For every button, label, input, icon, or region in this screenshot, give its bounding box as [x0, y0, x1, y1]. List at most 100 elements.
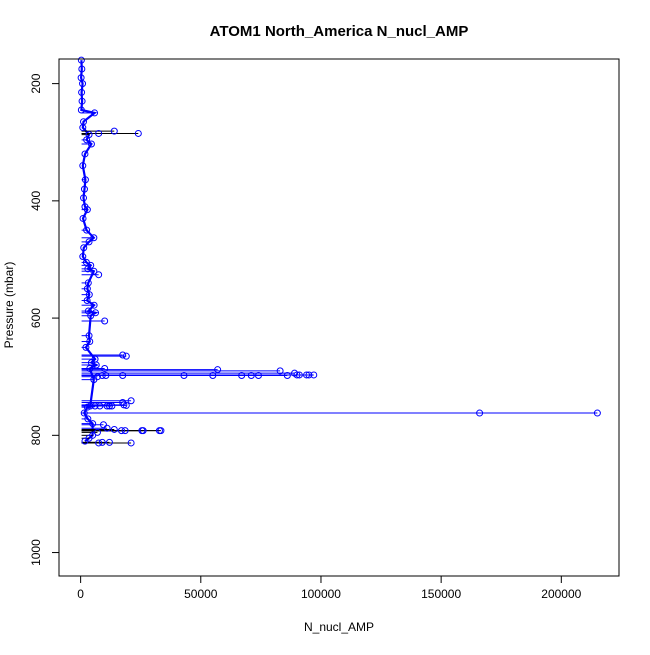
data-point [102, 372, 110, 380]
data-point [83, 206, 91, 214]
data-point [209, 372, 217, 380]
data-point [90, 267, 98, 275]
data-point [87, 140, 95, 148]
data-point [127, 397, 135, 405]
y-tick-label: 400 [29, 191, 43, 211]
data-point [127, 439, 135, 447]
data-point [247, 372, 255, 380]
y-tick-label: 1000 [29, 539, 43, 566]
data-point [99, 421, 107, 429]
data-point [98, 372, 106, 380]
data-point [83, 403, 91, 411]
data-point [117, 427, 125, 435]
data-point [90, 234, 98, 242]
data-point [78, 65, 86, 73]
data-point [139, 427, 147, 435]
data-point [85, 238, 93, 246]
y-tick-label: 200 [29, 73, 43, 93]
data-point [84, 415, 92, 423]
data-point [103, 402, 111, 410]
data-point [110, 425, 118, 433]
chart-title: ATOM1 North_America N_nucl_AMP [210, 23, 469, 40]
data-point [305, 371, 313, 379]
data-point [78, 88, 86, 96]
data-point [105, 438, 113, 446]
data-point [86, 338, 94, 346]
data-point [110, 127, 118, 135]
data-point [303, 371, 311, 379]
data-point [81, 437, 89, 445]
data-point [134, 129, 142, 137]
data-point [293, 371, 301, 379]
data-point [83, 226, 91, 234]
data-point [95, 271, 103, 279]
data-point [98, 438, 106, 446]
data-point [80, 409, 88, 417]
data-point [86, 364, 94, 372]
x-tick-label: 0 [77, 587, 84, 601]
data-point [89, 420, 97, 428]
data-point [80, 185, 88, 193]
data-point [91, 109, 99, 117]
data-point [103, 424, 111, 432]
data-point [85, 291, 93, 299]
data-point [79, 124, 87, 132]
data-point [96, 402, 104, 410]
x-axis-label: N_nucl_AMP [304, 620, 374, 634]
data-point [80, 194, 88, 202]
data-point [95, 439, 103, 447]
data-point [79, 162, 87, 170]
data-point [105, 402, 113, 410]
data-point [82, 343, 90, 351]
data-point [122, 352, 130, 360]
data-point [87, 312, 95, 320]
data-point [81, 150, 89, 158]
data-point [108, 402, 116, 410]
data-point [122, 401, 130, 409]
data-point [476, 409, 484, 417]
data-point [78, 97, 86, 105]
x-axis: 0 50000 100000 150000 200000 [77, 575, 582, 601]
data-point [92, 361, 100, 369]
data-point [91, 402, 99, 410]
data-point [79, 80, 87, 88]
data-point [119, 372, 127, 380]
data-point [310, 371, 318, 379]
data-point [79, 214, 87, 222]
data-point [593, 409, 601, 417]
data-point [81, 176, 89, 184]
y-axis: 200 400 600 800 1000 [29, 73, 60, 566]
data-point [276, 367, 284, 375]
y-tick-label: 800 [29, 425, 43, 445]
data-point [283, 372, 291, 380]
data-point [84, 265, 92, 273]
y-tick-label: 600 [29, 308, 43, 328]
data-point [77, 106, 85, 114]
data-layer [77, 56, 601, 447]
data-point [77, 56, 85, 64]
data-point [295, 371, 303, 379]
y-axis-label: Pressure (mbar) [2, 262, 16, 349]
data-point [157, 427, 165, 435]
data-point [90, 301, 98, 309]
x-tick-label: 200000 [541, 587, 581, 601]
data-point [238, 372, 246, 380]
data-point [83, 297, 91, 305]
data-point [79, 253, 87, 261]
x-tick-label: 100000 [301, 587, 341, 601]
data-point [101, 317, 109, 325]
data-point [214, 366, 222, 374]
data-point [95, 129, 103, 137]
data-point [101, 364, 109, 372]
data-point [180, 372, 188, 380]
data-point [90, 376, 98, 384]
data-point [80, 244, 88, 252]
data-point [83, 136, 91, 144]
data-point [119, 351, 127, 359]
data-point [121, 427, 129, 435]
x-tick-label: 150000 [421, 587, 461, 601]
data-point [254, 372, 262, 380]
